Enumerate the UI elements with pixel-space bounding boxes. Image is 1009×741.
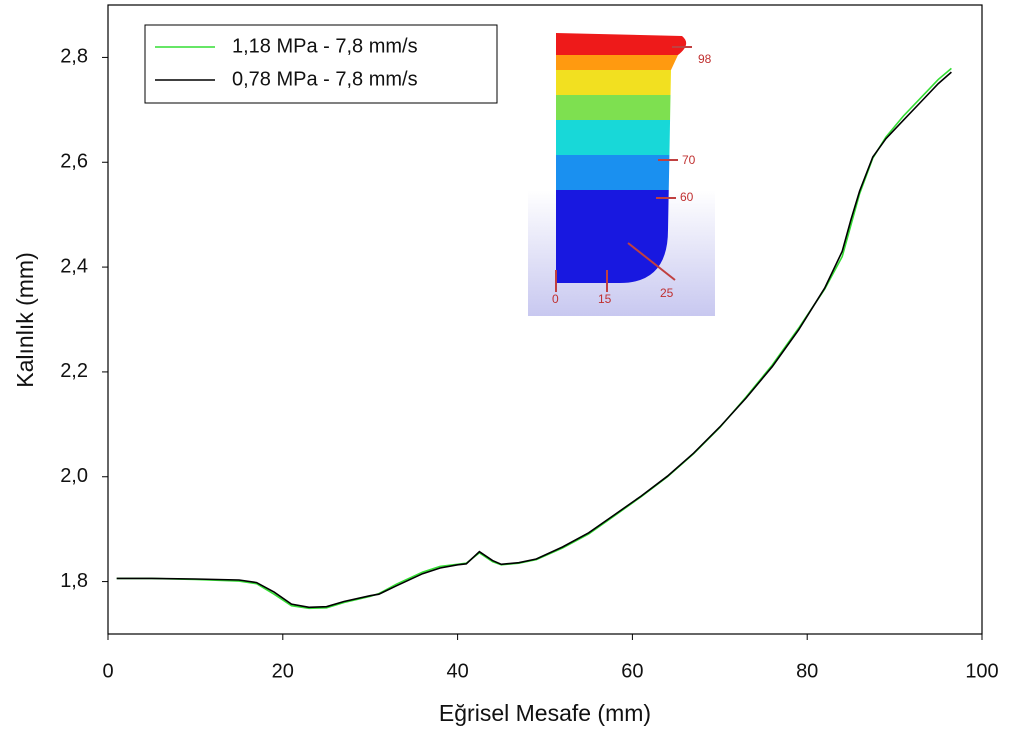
contour — [556, 33, 687, 283]
y-axis-label: Kalınlık (mm) — [12, 252, 38, 387]
x-axis-label: Eğrisel Mesafe (mm) — [439, 700, 651, 726]
inset-image: 98 70 60 0 15 25 — [528, 33, 715, 316]
legend-label: 1,18 MPa - 7,8 mm/s — [232, 35, 418, 57]
y-tick-label: 2,0 — [60, 465, 88, 487]
x-tick-label: 80 — [796, 660, 818, 682]
inset-label: 15 — [598, 292, 612, 306]
legend-label: 0,78 MPa - 7,8 mm/s — [232, 68, 418, 90]
inset-markers — [555, 46, 692, 292]
legend-box — [144, 24, 498, 104]
line — [116, 71, 952, 609]
inset-label: 98 — [698, 52, 712, 66]
inset-label: 0 — [552, 292, 559, 306]
x-tick-label: 0 — [102, 660, 113, 682]
line — [116, 67, 952, 610]
inset-label: 70 — [682, 153, 696, 167]
y-tick-label: 1,8 — [60, 570, 88, 592]
y-tick-label: 2,8 — [60, 46, 88, 68]
inset-label: 25 — [660, 286, 674, 300]
x-tick-label: 40 — [446, 660, 468, 682]
inset-label: 60 — [680, 190, 694, 204]
x-tick-label: 60 — [621, 660, 643, 682]
y-tick-label: 2,6 — [60, 151, 88, 173]
x-tick-label: 20 — [272, 660, 294, 682]
plot-frame — [107, 4, 983, 635]
y-tick-label: 2,2 — [60, 360, 88, 382]
x-tick-label: 100 — [965, 660, 998, 682]
y-tick-label: 2,4 — [60, 255, 88, 277]
